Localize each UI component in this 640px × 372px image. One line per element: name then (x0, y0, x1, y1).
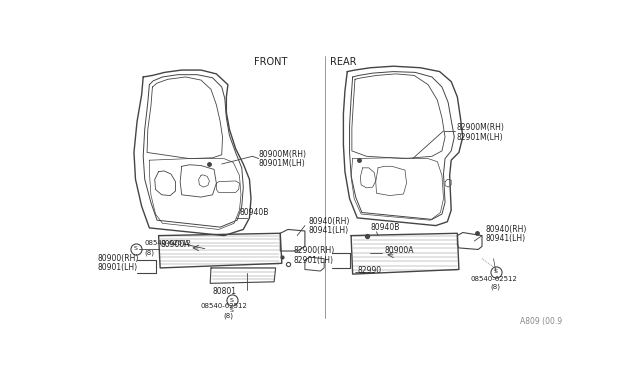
Text: 08540-62512: 08540-62512 (145, 240, 191, 246)
Text: 80940(RH): 80940(RH) (308, 217, 350, 226)
Text: REAR: REAR (330, 57, 356, 67)
Text: A809 (00.9: A809 (00.9 (520, 317, 563, 326)
Text: 80900(RH): 80900(RH) (97, 254, 138, 263)
Text: 80940B: 80940B (239, 208, 269, 217)
Text: (8): (8) (490, 284, 500, 291)
Text: 80940(RH): 80940(RH) (486, 225, 527, 234)
Text: S: S (230, 298, 234, 303)
Text: 80901(LH): 80901(LH) (97, 263, 137, 272)
Text: S: S (230, 308, 234, 313)
Text: 82990: 82990 (357, 266, 381, 275)
Text: 82901(LH): 82901(LH) (293, 256, 333, 265)
Text: 80900A: 80900A (384, 246, 413, 255)
Text: 80900A: 80900A (161, 240, 191, 249)
Text: 08540-62512: 08540-62512 (201, 304, 248, 310)
Text: (8): (8) (145, 249, 155, 256)
Text: S: S (494, 269, 498, 274)
Text: 82901M(LH): 82901M(LH) (456, 132, 503, 141)
Text: FRONT: FRONT (253, 57, 287, 67)
Text: 80900M(RH): 80900M(RH) (259, 150, 307, 159)
Text: 80801: 80801 (212, 286, 236, 295)
Text: 80941(LH): 80941(LH) (486, 234, 526, 243)
Text: 80901M(LH): 80901M(LH) (259, 160, 305, 169)
Text: 08540-62512: 08540-62512 (470, 276, 517, 282)
Text: (8): (8) (223, 312, 233, 319)
Text: 82900(RH): 82900(RH) (293, 247, 335, 256)
Text: 80941(LH): 80941(LH) (308, 227, 349, 235)
Text: 82900M(RH): 82900M(RH) (456, 123, 504, 132)
Text: 80940B: 80940B (371, 222, 400, 232)
Text: S: S (134, 246, 138, 251)
